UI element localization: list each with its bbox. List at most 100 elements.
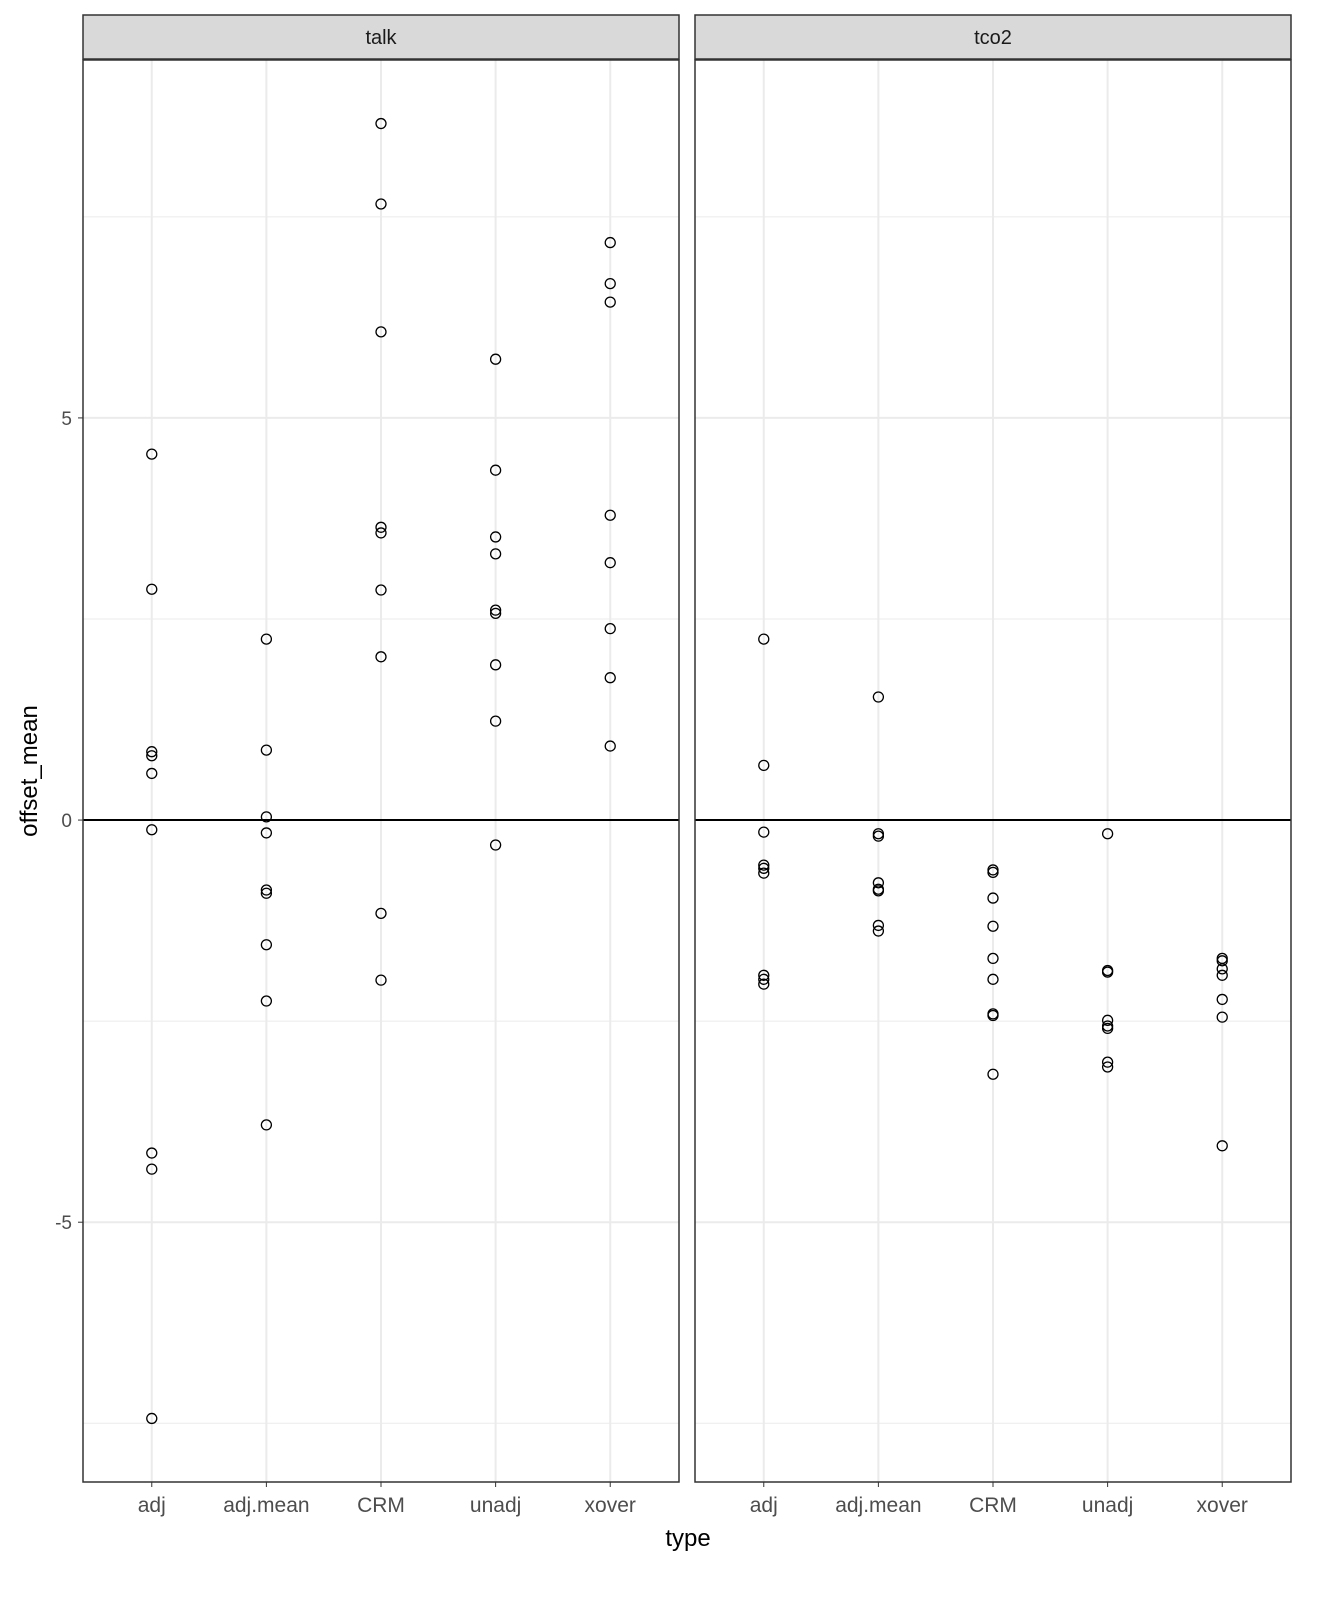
data-point-talk-xover xyxy=(604,277,616,290)
data-point-tco2-adj xyxy=(758,759,770,772)
data-point-talk-CRM xyxy=(375,117,387,130)
data-point-talk-adj.mean xyxy=(260,995,273,1007)
data-point-talk-adj xyxy=(146,746,158,758)
data-point-talk-adj.mean xyxy=(260,884,273,896)
data-point-talk-CRM xyxy=(375,527,387,539)
data-point-tco2-adj.mean xyxy=(872,877,885,889)
x-tick-label: adj xyxy=(750,1494,778,1517)
panel-talk: adj adj.mean CRM unadj xover talk xyxy=(82,14,680,1517)
data-point-tco2-adj xyxy=(758,633,770,645)
panel-tco2: adj adj.mean CRM unadj xover tco2 xyxy=(694,14,1292,1517)
data-point-tco2-unadj xyxy=(1101,966,1114,978)
x-tick-label: xover xyxy=(585,1494,636,1517)
data-point-talk-xover xyxy=(604,740,616,752)
data-point-talk-unadj xyxy=(489,715,502,727)
data-point-talk-xover xyxy=(604,557,616,569)
data-point-tco2-adj.mean xyxy=(872,885,885,897)
facet-strip xyxy=(694,14,1292,60)
data-point-talk-unadj xyxy=(489,464,502,476)
data-point-talk-unadj xyxy=(489,604,502,616)
data-point-talk-adj xyxy=(146,1163,158,1175)
data-point-talk-CRM xyxy=(375,584,387,596)
data-point-talk-adj.mean xyxy=(260,744,273,756)
data-point-tco2-adj.mean xyxy=(872,830,885,842)
data-point-talk-unadj xyxy=(489,353,502,365)
data-point-talk-xover xyxy=(604,296,616,308)
data-point-talk-unadj xyxy=(489,839,502,851)
data-point-talk-adj.mean xyxy=(260,887,273,899)
data-point-talk-CRM xyxy=(375,326,387,338)
data-point-talk-adj.mean xyxy=(260,939,273,951)
data-point-tco2-adj xyxy=(758,978,770,990)
data-point-talk-adj xyxy=(146,1412,158,1425)
data-point-tco2-adj xyxy=(758,862,770,874)
y-tick-label: 5 xyxy=(61,409,72,430)
x-tick-label: CRM xyxy=(357,1494,405,1517)
data-point-talk-unadj xyxy=(489,607,502,620)
data-point-talk-CRM xyxy=(375,521,387,533)
data-point-tco2-adj.mean xyxy=(872,919,885,932)
data-point-tco2-adj xyxy=(758,969,770,981)
data-point-tco2-unadj xyxy=(1101,1014,1114,1026)
data-point-talk-CRM xyxy=(375,974,387,986)
data-point-talk-unadj xyxy=(489,548,502,560)
x-tick-label: unadj xyxy=(470,1494,521,1517)
x-tick-label: adj.mean xyxy=(835,1494,921,1517)
data-point-tco2-CRM xyxy=(987,1009,999,1022)
data-point-talk-adj.mean xyxy=(260,633,273,645)
data-point-talk-adj xyxy=(146,767,158,780)
x-axis-title: type xyxy=(665,1525,710,1552)
data-point-tco2-xover xyxy=(1216,1140,1228,1152)
x-tick-label: CRM xyxy=(969,1494,1017,1517)
panel-border xyxy=(82,59,680,1483)
data-point-talk-adj xyxy=(146,583,158,595)
data-point-talk-xover xyxy=(604,672,616,684)
data-point-talk-xover xyxy=(604,236,616,249)
data-point-tco2-CRM xyxy=(987,920,999,932)
data-point-tco2-unadj xyxy=(1101,1056,1114,1068)
data-point-talk-adj.mean xyxy=(260,827,273,839)
data-point-tco2-CRM xyxy=(987,1068,999,1080)
data-point-talk-CRM xyxy=(375,907,387,920)
y-tick-label: 0 xyxy=(61,811,72,832)
data-point-talk-CRM xyxy=(375,651,387,663)
data-point-talk-xover xyxy=(604,509,616,521)
x-tick-label: xover xyxy=(1197,1494,1248,1517)
data-point-tco2-unadj xyxy=(1101,1061,1114,1073)
data-point-talk-unadj xyxy=(489,531,502,543)
data-point-talk-adj.mean xyxy=(260,811,273,823)
data-point-tco2-adj xyxy=(758,826,770,838)
data-point-tco2-CRM xyxy=(987,866,999,878)
data-point-tco2-xover xyxy=(1216,993,1228,1006)
x-tick-label: adj xyxy=(138,1494,166,1517)
data-point-talk-xover xyxy=(604,622,616,635)
data-point-tco2-adj.mean xyxy=(872,691,885,703)
facet-strip xyxy=(82,14,680,60)
data-point-tco2-xover xyxy=(1216,955,1228,967)
data-point-talk-CRM xyxy=(375,198,387,210)
data-point-tco2-xover xyxy=(1216,969,1228,981)
data-point-tco2-xover xyxy=(1216,1011,1228,1023)
data-point-tco2-CRM xyxy=(987,892,999,904)
data-point-tco2-adj xyxy=(758,973,770,985)
y-axis-title: offset_mean xyxy=(16,705,43,837)
data-point-tco2-CRM xyxy=(987,973,999,985)
facet-strip-label: talk xyxy=(365,27,397,49)
data-point-talk-adj xyxy=(146,824,158,836)
data-point-tco2-unadj xyxy=(1101,1022,1114,1035)
data-point-tco2-adj xyxy=(758,859,770,871)
data-point-talk-adj xyxy=(146,750,158,762)
x-tick-label: unadj xyxy=(1082,1494,1133,1517)
facet-strip-label: tco2 xyxy=(974,27,1012,49)
data-point-tco2-xover xyxy=(1216,963,1228,975)
panel-border xyxy=(694,59,1292,1483)
data-point-talk-adj xyxy=(146,1147,158,1159)
data-point-tco2-adj.mean xyxy=(872,925,885,937)
x-tick-label: adj.mean xyxy=(223,1494,309,1517)
y-tick-label: -5 xyxy=(55,1213,72,1234)
data-point-talk-unadj xyxy=(489,659,502,671)
data-point-tco2-adj xyxy=(758,867,770,879)
data-point-tco2-CRM xyxy=(987,952,999,965)
data-point-talk-adj xyxy=(146,448,158,460)
